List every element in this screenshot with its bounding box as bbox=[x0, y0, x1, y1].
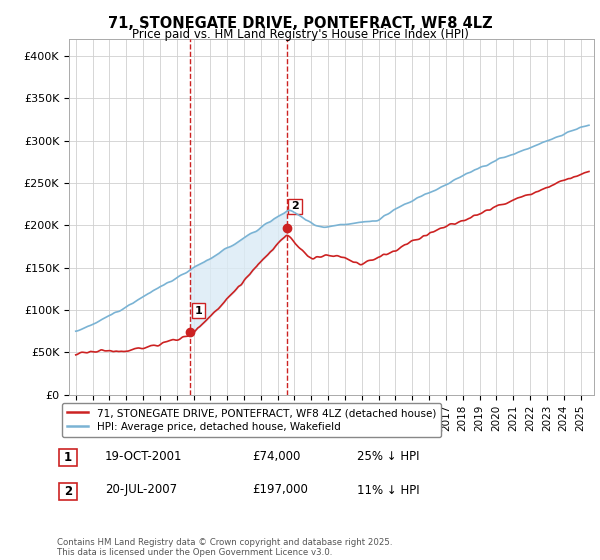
Text: £74,000: £74,000 bbox=[252, 450, 301, 463]
Text: 2: 2 bbox=[291, 202, 299, 211]
Text: 25% ↓ HPI: 25% ↓ HPI bbox=[357, 450, 419, 463]
Text: 20-JUL-2007: 20-JUL-2007 bbox=[105, 483, 177, 497]
FancyBboxPatch shape bbox=[59, 483, 77, 500]
FancyBboxPatch shape bbox=[59, 449, 77, 466]
Text: 1: 1 bbox=[194, 306, 202, 315]
Text: 11% ↓ HPI: 11% ↓ HPI bbox=[357, 483, 419, 497]
Text: 2: 2 bbox=[64, 484, 72, 498]
Text: 1: 1 bbox=[64, 451, 72, 464]
Text: Contains HM Land Registry data © Crown copyright and database right 2025.
This d: Contains HM Land Registry data © Crown c… bbox=[57, 538, 392, 557]
Text: Price paid vs. HM Land Registry's House Price Index (HPI): Price paid vs. HM Land Registry's House … bbox=[131, 28, 469, 41]
Text: £197,000: £197,000 bbox=[252, 483, 308, 497]
Text: 19-OCT-2001: 19-OCT-2001 bbox=[105, 450, 182, 463]
Legend: 71, STONEGATE DRIVE, PONTEFRACT, WF8 4LZ (detached house), HPI: Average price, d: 71, STONEGATE DRIVE, PONTEFRACT, WF8 4LZ… bbox=[62, 403, 441, 437]
Text: 71, STONEGATE DRIVE, PONTEFRACT, WF8 4LZ: 71, STONEGATE DRIVE, PONTEFRACT, WF8 4LZ bbox=[107, 16, 493, 31]
